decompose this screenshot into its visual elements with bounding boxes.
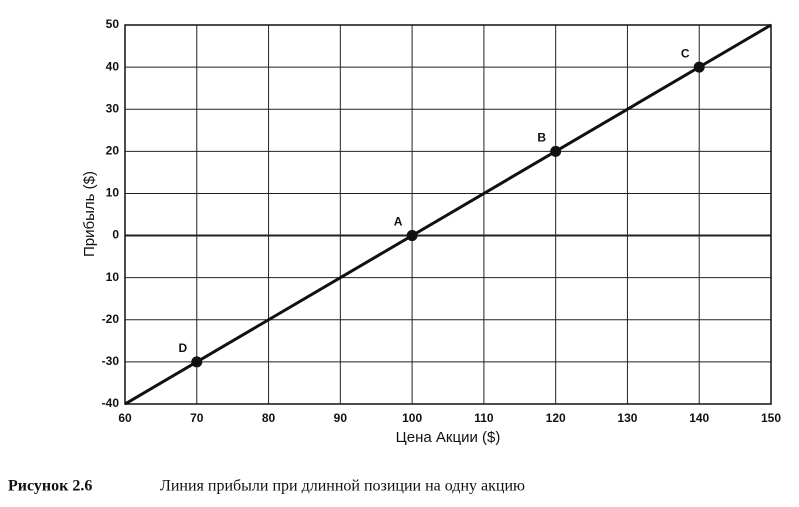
x-tick-label: 100	[402, 411, 422, 425]
x-tick-label: 60	[118, 411, 132, 425]
point	[550, 145, 562, 157]
point-label: A	[394, 215, 403, 229]
y-tick-label: 30	[106, 101, 120, 115]
x-axis-title: Цена Акции ($)	[396, 429, 501, 446]
x-tick-label: 140	[689, 411, 709, 425]
x-tick-label: 70	[190, 411, 204, 425]
y-tick-label: 10	[106, 270, 120, 284]
plot-frame	[124, 24, 772, 405]
x-tick-label: 90	[334, 411, 348, 425]
x-tick-label: 130	[617, 411, 637, 425]
caption: Линия прибыли при длинной позиции на одн…	[160, 478, 525, 495]
y-tick-label: 0	[112, 228, 119, 242]
profit-line	[124, 23, 772, 406]
x-tick-label: 110	[474, 411, 494, 425]
y-tick-label: -20	[102, 312, 120, 326]
y-tick-label: 20	[106, 144, 120, 158]
point-label: C	[681, 46, 690, 60]
point	[693, 61, 705, 73]
y-tick-label: 50	[106, 17, 120, 31]
x-tick-label: 80	[262, 411, 276, 425]
y-tick-label: -40	[102, 396, 120, 410]
x-tick-label: 120	[546, 411, 566, 425]
y-axis-title: Прибыль ($)	[81, 171, 98, 257]
y-tick-label: -30	[102, 354, 120, 368]
caption-label: Рисунок 2.6	[8, 478, 92, 495]
x-tick-label: 150	[761, 411, 781, 425]
point-label: B	[537, 131, 546, 145]
point-label: D	[178, 341, 187, 355]
point	[406, 230, 418, 242]
y-tick-label: 10	[106, 186, 120, 200]
point	[191, 356, 203, 368]
y-tick-label: 40	[106, 59, 120, 73]
